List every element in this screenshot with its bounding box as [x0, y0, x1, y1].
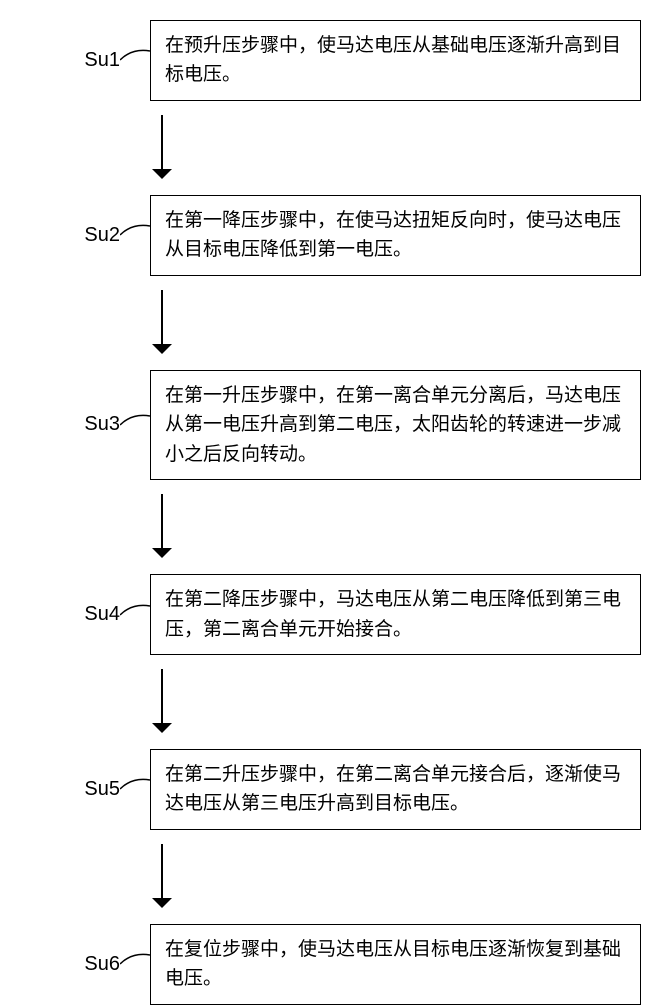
- arrow-down-icon: [150, 667, 174, 737]
- flow-step: Su5 在第二升压步骤中，在第二离合单元接合后，逐渐使马达电压从第三电压升高到目标…: [30, 749, 641, 830]
- flow-step: Su2 在第一降压步骤中，在使马达扭矩反向时，使马达电压从目标电压降低到第一电压。: [30, 195, 641, 276]
- step-label-wrap: Su1: [30, 49, 120, 72]
- step-label-wrap: Su5: [30, 778, 120, 801]
- step-box: 在第二升压步骤中，在第二离合单元接合后，逐渐使马达电压从第三电压升高到目标电压。: [150, 749, 641, 830]
- flow-step: Su1 在预升压步骤中，使马达电压从基础电压逐渐升高到目标电压。: [30, 20, 641, 101]
- flow-step: Su3 在第一升压步骤中，在第一离合单元分离后，马达电压从第一电压升高到第二电压，…: [30, 370, 641, 480]
- step-box: 在预升压步骤中，使马达电压从基础电压逐渐升高到目标电压。: [150, 20, 641, 101]
- label-connector: [120, 413, 150, 437]
- step-label: Su2: [84, 224, 120, 247]
- arrow-down-icon: [150, 288, 174, 358]
- step-box: 在复位步骤中，使马达电压从目标电压逐渐恢复到基础电压。: [150, 924, 641, 1005]
- step-label-wrap: Su3: [30, 413, 120, 436]
- step-label: Su6: [84, 953, 120, 976]
- step-box: 在第一降压步骤中，在使马达扭矩反向时，使马达电压从目标电压降低到第一电压。: [150, 195, 641, 276]
- step-label: Su5: [84, 778, 120, 801]
- flow-step: Su4 在第二降压步骤中，马达电压从第二电压降低到第三电压，第二离合单元开始接合。: [30, 574, 641, 655]
- step-label: Su3: [84, 413, 120, 436]
- flowchart-container: Su1 在预升压步骤中，使马达电压从基础电压逐渐升高到目标电压。 Su2 在第一降压步…: [30, 20, 641, 1005]
- label-connector: [120, 777, 150, 801]
- step-box: 在第一升压步骤中，在第一离合单元分离后，马达电压从第一电压升高到第二电压，太阳齿…: [150, 370, 641, 480]
- arrow-down-icon: [150, 842, 174, 912]
- step-box: 在第二降压步骤中，马达电压从第二电压降低到第三电压，第二离合单元开始接合。: [150, 574, 641, 655]
- label-connector: [120, 223, 150, 247]
- label-connector: [120, 952, 150, 976]
- step-label-wrap: Su2: [30, 224, 120, 247]
- label-connector: [120, 48, 150, 72]
- label-connector: [120, 603, 150, 627]
- arrow-down-icon: [150, 113, 174, 183]
- step-label: Su1: [84, 49, 120, 72]
- arrow-down-icon: [150, 492, 174, 562]
- flow-step: Su6 在复位步骤中，使马达电压从目标电压逐渐恢复到基础电压。: [30, 924, 641, 1005]
- step-label-wrap: Su4: [30, 603, 120, 626]
- step-label: Su4: [84, 603, 120, 626]
- step-label-wrap: Su6: [30, 953, 120, 976]
